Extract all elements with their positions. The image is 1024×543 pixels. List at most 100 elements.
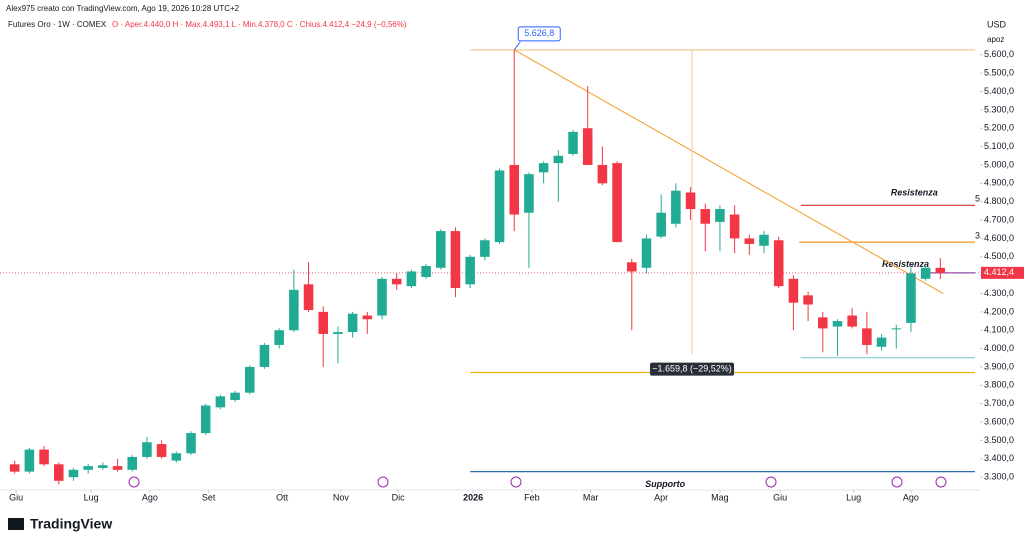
level-mark: 3 bbox=[975, 230, 980, 240]
y-tick-label: 3.600,0 bbox=[984, 416, 1014, 426]
x-tick-label: Ago bbox=[142, 492, 158, 502]
candle-body bbox=[524, 174, 534, 213]
level-label: Resistenza bbox=[882, 259, 929, 269]
x-tick-label: Set bbox=[202, 492, 216, 502]
x-tick-label: 2026 bbox=[463, 492, 483, 502]
candle-body bbox=[53, 464, 64, 481]
candle-body bbox=[656, 212, 666, 237]
x-tick-label: Feb bbox=[524, 492, 540, 502]
candle-body bbox=[597, 164, 608, 184]
y-tick-label: 5.500,0 bbox=[984, 68, 1014, 78]
x-tick-label: Ago bbox=[903, 492, 919, 502]
candle-body bbox=[465, 256, 475, 285]
y-tick-label: 3.900,0 bbox=[984, 361, 1014, 371]
candle-body bbox=[68, 469, 79, 478]
event-icons bbox=[128, 476, 947, 488]
measure-tag bbox=[650, 362, 735, 376]
y-tick-label: 4.200,0 bbox=[984, 306, 1014, 316]
x-tick-label: Lug bbox=[846, 492, 861, 502]
chart-title: Futures Oro · 1W · COMEX bbox=[8, 20, 107, 29]
candle-body bbox=[450, 231, 461, 289]
candle-body bbox=[773, 240, 784, 287]
y-tick-label: 5.400,0 bbox=[984, 86, 1014, 96]
y-tick-label: 4.600,0 bbox=[984, 233, 1014, 243]
candle-body bbox=[627, 262, 637, 272]
y-tick-label: 3.300,0 bbox=[984, 472, 1014, 482]
candle-body bbox=[245, 366, 255, 393]
candle-body bbox=[274, 330, 284, 345]
y-tick-label: 4.800,0 bbox=[984, 196, 1014, 206]
candle-body bbox=[362, 315, 373, 320]
x-tick-label: Giu bbox=[9, 492, 23, 502]
candle-body bbox=[289, 289, 299, 331]
candle-body bbox=[538, 163, 549, 173]
credit: Alex975 creato con TradingView.com, Ago … bbox=[6, 4, 240, 13]
candle-body bbox=[671, 190, 681, 224]
candle-body bbox=[9, 464, 20, 472]
candle-body bbox=[906, 273, 916, 323]
candle-body bbox=[641, 238, 652, 268]
candle-body bbox=[24, 449, 35, 472]
candle-body bbox=[729, 214, 740, 239]
currency: USD bbox=[987, 19, 1007, 29]
candle-body bbox=[333, 332, 343, 334]
last-price-label: 4.412,4 bbox=[984, 267, 1014, 277]
y-tick-label: 5.600,0 bbox=[984, 49, 1014, 59]
candle-body bbox=[83, 466, 93, 470]
candle-body bbox=[876, 337, 887, 347]
candle-body bbox=[685, 192, 696, 210]
candle-body bbox=[788, 278, 799, 303]
candle-body bbox=[803, 295, 813, 305]
candle-body bbox=[215, 396, 226, 408]
y-tick-label: 5.100,0 bbox=[984, 141, 1014, 151]
candle-body bbox=[480, 240, 490, 257]
candle-body bbox=[39, 449, 49, 465]
x-tick-label: Mag bbox=[711, 492, 729, 502]
measure-label: −1.659,8 (−29,52%) bbox=[652, 364, 732, 374]
candle-body bbox=[494, 170, 505, 243]
candle-body bbox=[347, 313, 358, 333]
candle-body bbox=[935, 267, 946, 273]
candle-body bbox=[318, 311, 329, 334]
y-tick-label: 4.000,0 bbox=[984, 343, 1014, 353]
candle-body bbox=[171, 453, 182, 461]
y-tick-label: 5.200,0 bbox=[984, 123, 1014, 133]
x-tick-label: Lug bbox=[84, 492, 99, 502]
level-label: Resistenza bbox=[891, 188, 938, 198]
x-tick-label: Mar bbox=[583, 492, 599, 502]
candle-body bbox=[436, 231, 446, 268]
y-tick-label: 3.500,0 bbox=[984, 435, 1014, 445]
candle-body bbox=[391, 278, 402, 285]
candle-body bbox=[112, 466, 123, 470]
candle-body bbox=[98, 465, 108, 468]
ohlc: O · Aper.4.440,0 H · Max.4.493,1 L · Min… bbox=[112, 20, 407, 29]
candle-body bbox=[186, 433, 196, 454]
candle-body bbox=[920, 267, 931, 279]
y-tick-label: 3.700,0 bbox=[984, 398, 1014, 408]
peak-pointer bbox=[513, 41, 521, 51]
y-tick-label: 4.500,0 bbox=[984, 251, 1014, 261]
peak-box bbox=[517, 26, 561, 42]
level-label: Supporto bbox=[645, 479, 685, 489]
candle-body bbox=[759, 234, 769, 246]
candle-body bbox=[553, 155, 564, 164]
candle-body bbox=[847, 315, 857, 327]
candle-body bbox=[259, 344, 270, 367]
last-price-tag bbox=[981, 266, 1024, 279]
candle-body bbox=[200, 405, 211, 434]
y-tick-label: 5.300,0 bbox=[984, 104, 1014, 114]
y-tick-label: 3.400,0 bbox=[984, 453, 1014, 463]
candle-body bbox=[156, 444, 167, 457]
candle-body bbox=[715, 209, 725, 222]
candle-body bbox=[421, 265, 431, 277]
peak-label: 5.626,8 bbox=[524, 28, 554, 38]
candle-body bbox=[891, 328, 902, 330]
y-tick-label: 3.800,0 bbox=[984, 380, 1014, 390]
x-tick-label: Giu bbox=[773, 492, 787, 502]
candle-body bbox=[142, 442, 152, 457]
candle-body bbox=[127, 456, 138, 470]
y-tick-label: 4.700,0 bbox=[984, 214, 1014, 224]
x-tick-label: Dic bbox=[392, 492, 405, 502]
candle-body bbox=[406, 271, 417, 287]
